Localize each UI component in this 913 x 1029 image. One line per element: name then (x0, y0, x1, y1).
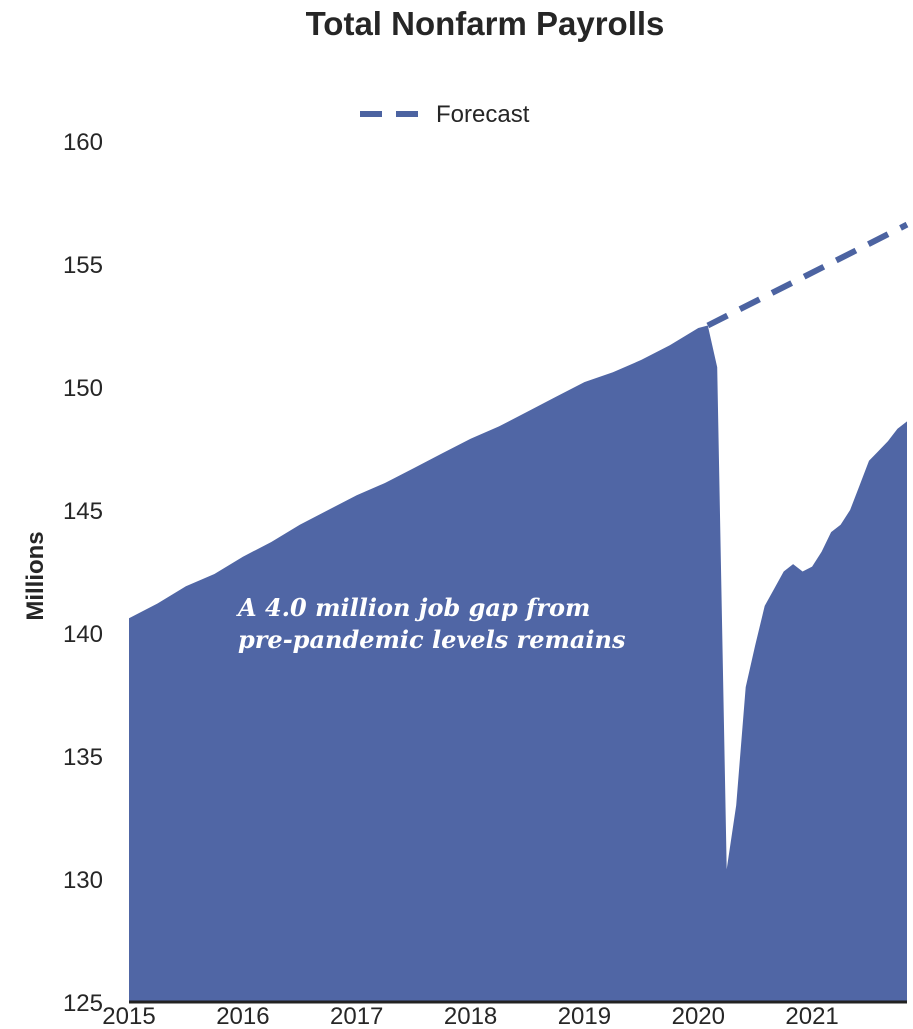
x-tick-label: 2016 (216, 1003, 269, 1029)
chart-title: Total Nonfarm Payrolls (306, 5, 665, 42)
annotation-line: A 4.0 million job gap from (236, 593, 590, 622)
x-tick-label: 2021 (785, 1003, 838, 1029)
forecast-line (706, 221, 909, 329)
legend-label-forecast: Forecast (436, 101, 530, 128)
annotation-line: pre-pandemic levels remains (238, 625, 626, 654)
x-tick-label: 2020 (672, 1003, 725, 1029)
x-tick-label: 2019 (558, 1003, 611, 1029)
annotation: A 4.0 million job gap from pre-pandemic l… (236, 593, 626, 654)
x-tick-label: 2015 (102, 1003, 155, 1029)
forecast-layer (706, 221, 909, 329)
area-layer (129, 325, 907, 1002)
y-axis-label: Millions (22, 531, 49, 620)
y-tick-label: 125 (63, 990, 103, 1017)
legend: Forecast (360, 101, 530, 128)
x-axis-ticks: 2015 2016 2017 2018 2019 2020 2021 (102, 1003, 838, 1029)
x-tick-label: 2017 (330, 1003, 383, 1029)
payrolls-area (129, 325, 907, 1002)
y-tick-label: 155 (63, 252, 103, 279)
y-tick-label: 160 (63, 129, 103, 156)
y-axis-ticks: 125 130 135 140 145 150 155 160 (63, 129, 103, 1017)
y-tick-label: 140 (63, 621, 103, 648)
y-tick-label: 145 (63, 498, 103, 525)
y-tick-label: 130 (63, 867, 103, 894)
x-tick-label: 2018 (444, 1003, 497, 1029)
y-tick-label: 135 (63, 744, 103, 771)
y-tick-label: 150 (63, 375, 103, 402)
